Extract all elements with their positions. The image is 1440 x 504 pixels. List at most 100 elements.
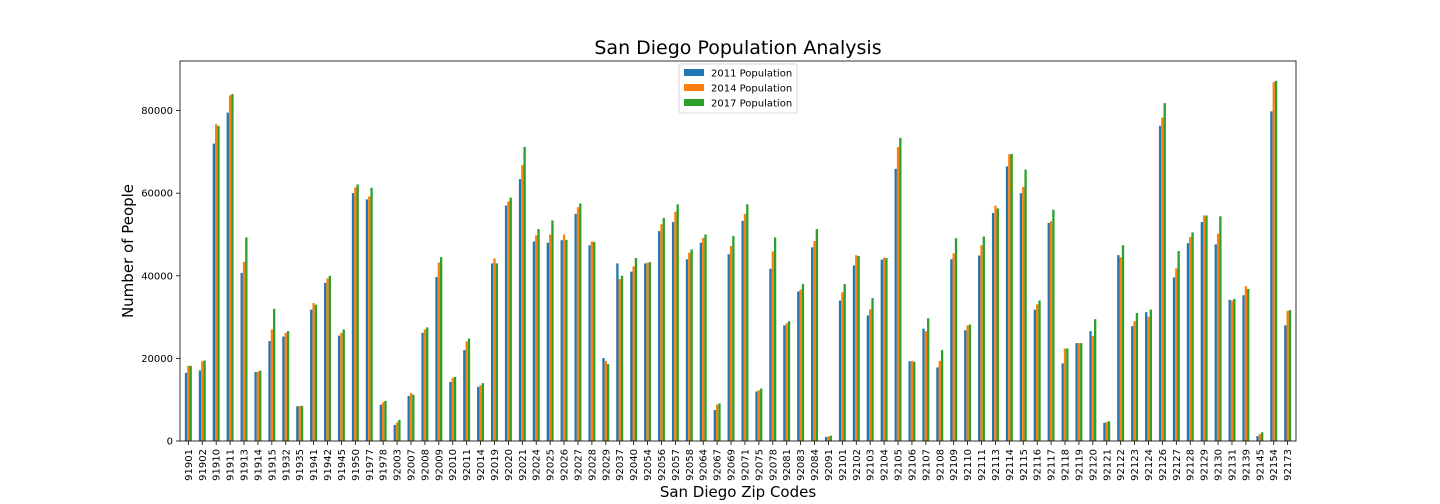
bar-92154-2011 bbox=[1270, 111, 1273, 441]
bar-91935-2014 bbox=[298, 405, 301, 441]
legend-swatch bbox=[684, 84, 704, 91]
x-tick-label: 91935 bbox=[295, 449, 306, 481]
bar-92128-2017 bbox=[1191, 232, 1194, 441]
bar-92108-2014 bbox=[938, 360, 941, 441]
bar-92154-2014 bbox=[1272, 82, 1275, 441]
bar-92131-2011 bbox=[1228, 299, 1231, 441]
bar-92069-2011 bbox=[727, 254, 730, 441]
bar-92014-2014 bbox=[479, 385, 482, 441]
x-tick-label: 92121 bbox=[1102, 449, 1113, 481]
x-tick-label: 92075 bbox=[754, 449, 765, 481]
bar-92139-2011 bbox=[1242, 295, 1245, 441]
x-tick-label: 92113 bbox=[991, 449, 1002, 481]
bar-92118-2014 bbox=[1063, 348, 1067, 441]
bar-92122-2017 bbox=[1121, 245, 1125, 441]
bar-92127-2017 bbox=[1177, 251, 1180, 441]
bar-92173-2011 bbox=[1284, 325, 1287, 441]
bar-92026-2014 bbox=[562, 234, 566, 441]
bar-92075-2014 bbox=[757, 390, 761, 441]
x-tick-label: 92064 bbox=[699, 449, 710, 481]
plot-frame bbox=[179, 60, 1297, 442]
x-tick-label: 92091 bbox=[824, 449, 835, 481]
bar-92131-2017 bbox=[1233, 298, 1236, 441]
x-tick-label: 91910 bbox=[212, 449, 223, 481]
x-tick-label: 92119 bbox=[1074, 449, 1085, 481]
bar-92054-2017 bbox=[648, 262, 652, 441]
bar-92083-2011 bbox=[797, 291, 800, 441]
bar-91913-2011 bbox=[240, 272, 243, 441]
bar-92129-2017 bbox=[1205, 215, 1208, 441]
bar-92101-2011 bbox=[838, 300, 842, 441]
x-tick-label: 92123 bbox=[1130, 449, 1141, 481]
bar-92103-2014 bbox=[869, 309, 872, 441]
bar-92025-2017 bbox=[551, 220, 554, 441]
x-tick-label: 92078 bbox=[768, 449, 779, 481]
bar-92091-2017 bbox=[829, 435, 832, 441]
x-tick-label: 92067 bbox=[713, 449, 724, 481]
bar-91902-2017 bbox=[203, 360, 206, 441]
bar-92116-2011 bbox=[1033, 309, 1037, 441]
bar-92003-2014 bbox=[395, 422, 399, 441]
bar-92123-2014 bbox=[1133, 321, 1136, 441]
bar-92117-2011 bbox=[1047, 222, 1050, 441]
bar-92010-2017 bbox=[453, 376, 457, 441]
bar-92084-2017 bbox=[815, 229, 819, 441]
x-tick-label: 92009 bbox=[434, 449, 445, 481]
bar-92056-2014 bbox=[660, 224, 663, 441]
bar-92009-2017 bbox=[439, 257, 443, 441]
bar-91945-2011 bbox=[337, 335, 341, 441]
x-tick-label: 92104 bbox=[880, 449, 891, 481]
bar-92106-2014 bbox=[910, 360, 914, 441]
bar-92029-2017 bbox=[606, 364, 610, 441]
bar-91901-2017 bbox=[189, 365, 192, 441]
chart-title: San Diego Population Analysis bbox=[594, 37, 881, 59]
bar-92064-2017 bbox=[704, 234, 707, 441]
bar-92113-2011 bbox=[991, 213, 995, 441]
x-tick-label: 91942 bbox=[323, 449, 334, 481]
x-tick-label: 92109 bbox=[949, 449, 960, 481]
x-tick-label: 92139 bbox=[1241, 449, 1252, 481]
bar-92011-2011 bbox=[463, 350, 466, 441]
x-tick-label: 92014 bbox=[476, 449, 487, 481]
bar-92127-2011 bbox=[1172, 277, 1176, 441]
bar-92014-2011 bbox=[477, 386, 480, 441]
bar-92083-2017 bbox=[801, 284, 805, 441]
bar-91902-2014 bbox=[201, 361, 204, 441]
bar-92084-2011 bbox=[811, 247, 814, 441]
bar-92078-2014 bbox=[771, 251, 774, 441]
bar-92102-2017 bbox=[857, 255, 860, 441]
bar-92127-2014 bbox=[1175, 268, 1178, 441]
bar-92129-2014 bbox=[1203, 215, 1206, 441]
bar-92064-2011 bbox=[699, 242, 703, 441]
legend-swatch bbox=[684, 99, 704, 106]
bar-92071-2014 bbox=[743, 213, 747, 441]
bar-92122-2011 bbox=[1117, 255, 1120, 441]
bar-92028-2017 bbox=[593, 241, 596, 441]
bar-92078-2017 bbox=[773, 237, 777, 441]
bar-92003-2011 bbox=[393, 424, 396, 441]
bar-92130-2017 bbox=[1219, 216, 1222, 441]
legend-label: 2014 Population bbox=[711, 84, 792, 95]
bar-92029-2014 bbox=[604, 360, 607, 441]
bar-92105-2017 bbox=[899, 137, 902, 441]
bar-91950-2011 bbox=[351, 193, 355, 441]
x-tick-label: 92127 bbox=[1172, 449, 1183, 481]
x-tick-label: 92021 bbox=[518, 449, 529, 481]
bar-92107-2017 bbox=[927, 318, 930, 441]
bar-92027-2017 bbox=[579, 203, 582, 441]
x-tick-label: 92007 bbox=[406, 449, 417, 481]
x-axis: 91901 91902 91910 91911 91913 91914 91915 91932… bbox=[184, 441, 1294, 481]
bar-92124-2017 bbox=[1149, 309, 1152, 441]
x-tick-label: 92011 bbox=[462, 449, 473, 481]
bar-92029-2011 bbox=[602, 357, 605, 441]
legend-box bbox=[678, 63, 798, 114]
bar-91978-2011 bbox=[379, 404, 382, 441]
x-tick-label: 92120 bbox=[1088, 449, 1099, 481]
bar-92118-2011 bbox=[1061, 363, 1064, 441]
bar-91902-2011 bbox=[198, 370, 202, 441]
bar-92058-2017 bbox=[690, 249, 693, 441]
x-tick-label: 92029 bbox=[601, 449, 612, 481]
bar-91901-2014 bbox=[187, 365, 190, 441]
x-tick-label: 92058 bbox=[685, 449, 696, 481]
bar-92121-2014 bbox=[1105, 422, 1108, 441]
